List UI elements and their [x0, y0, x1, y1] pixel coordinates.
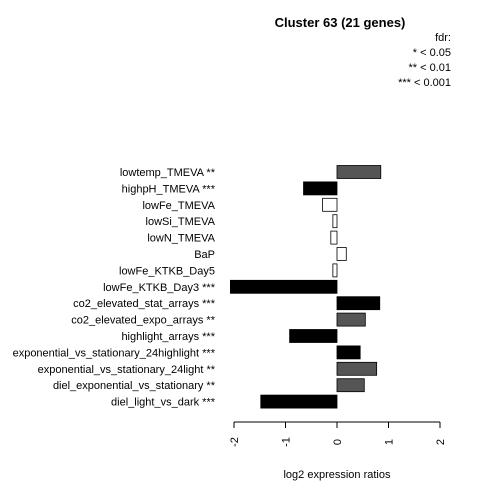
bar-3	[332, 214, 338, 229]
bar-13	[336, 378, 365, 393]
legend-title: fdr:	[435, 32, 451, 44]
x-tick-label-3: 1	[384, 439, 396, 445]
bar-6	[332, 263, 338, 278]
legend-entry-1: * < 0.05	[413, 47, 451, 59]
category-label-4: lowN_TMEVA	[147, 233, 215, 245]
bar-9	[336, 312, 366, 327]
bar-10	[289, 329, 338, 343]
bar-12	[336, 361, 378, 376]
legend-entry-3: *** < 0.001	[398, 77, 451, 89]
bar-14	[260, 394, 338, 409]
category-label-6: lowFe_KTKB_Day5	[119, 265, 215, 277]
category-label-5: BaP	[194, 249, 215, 261]
category-label-3: lowSi_TMEVA	[146, 216, 216, 228]
bar-11	[336, 345, 361, 360]
bar-8	[336, 296, 381, 311]
bar-7	[229, 279, 338, 294]
x-tick-label-1: -1	[281, 437, 293, 447]
legend-entry-2: ** < 0.01	[408, 62, 451, 74]
x-ticks-group: -2 -1 0 1 2	[229, 422, 447, 447]
category-label-12: exponential_vs_stationary_24light **	[38, 364, 216, 376]
category-label-1: highpH_TMEVA ***	[122, 183, 216, 195]
category-label-10: highlight_arrays ***	[121, 331, 215, 343]
category-label-14: diel_light_vs_dark ***	[111, 397, 216, 409]
x-tick-label-2: 0	[332, 439, 344, 445]
x-tick-label-0: -2	[229, 437, 241, 447]
bar-1	[303, 181, 338, 196]
category-label-9: co2_elevated_expo_arrays **	[71, 315, 215, 327]
chart-title: Cluster 63 (21 genes)	[275, 15, 406, 30]
x-tick-label-4: 2	[435, 439, 447, 445]
category-labels-group: lowtemp_TMEVA ** highpH_TMEVA *** lowFe_TM…	[13, 167, 216, 409]
category-label-13: diel_exponential_vs_stationary **	[53, 380, 216, 392]
category-label-2: lowFe_TMEVA	[142, 200, 215, 212]
bar-4	[330, 230, 338, 245]
x-axis-label: log2 expression ratios	[283, 469, 391, 481]
category-label-7: lowFe_KTKB_Day3 ***	[103, 282, 216, 294]
bar-2	[322, 197, 338, 212]
category-label-8: co2_elevated_stat_arrays ***	[73, 298, 216, 310]
category-label-0: lowtemp_TMEVA **	[120, 167, 216, 179]
bars-group	[229, 165, 382, 409]
bar-5	[336, 247, 347, 261]
category-label-11: exponential_vs_stationary_24highlight **…	[13, 347, 216, 359]
bar-0	[336, 165, 382, 179]
